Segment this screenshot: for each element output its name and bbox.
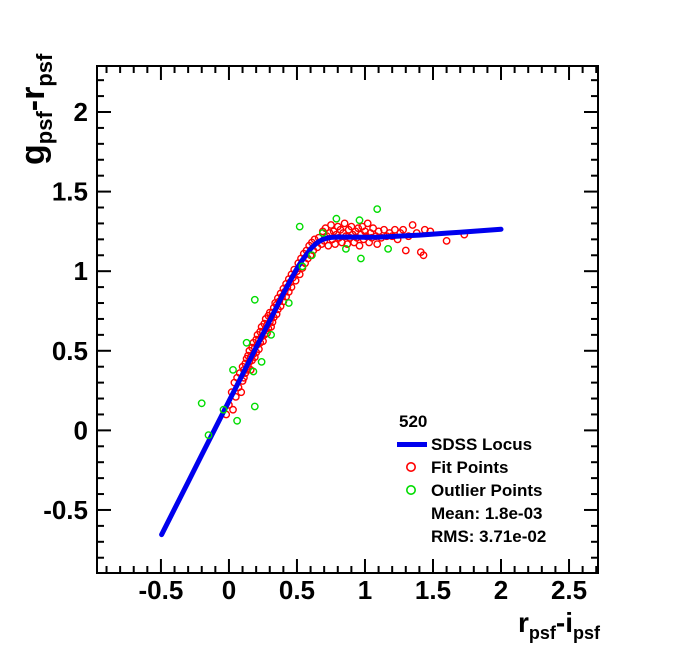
outlier-point bbox=[233, 416, 242, 425]
outlier-point bbox=[295, 222, 304, 231]
axis-ticks-group bbox=[97, 66, 598, 573]
fit-point bbox=[229, 405, 237, 414]
x-tick-label: 2.5 bbox=[551, 575, 587, 605]
outlier-point bbox=[318, 229, 327, 237]
fit-point bbox=[355, 241, 364, 250]
locus-curve-group bbox=[159, 226, 504, 538]
y-tick-label: 0.5 bbox=[52, 336, 88, 366]
fit-point bbox=[399, 225, 407, 234]
outlier-point bbox=[219, 405, 228, 414]
axis-tick-labels-group: -0.5 0 0.5 1 1.5 2 2.5 -0.5 0 0.5 1 1.5 2 bbox=[43, 97, 587, 605]
fit-point bbox=[354, 224, 363, 233]
outlier-point bbox=[204, 431, 213, 439]
fit-points-group bbox=[222, 219, 469, 419]
y-tick-label: 2 bbox=[74, 97, 88, 127]
outlier-point bbox=[384, 244, 392, 253]
x-tick-label: 0.5 bbox=[279, 575, 315, 605]
legend-locus-label: SDSS Locus bbox=[431, 435, 532, 454]
fit-point bbox=[331, 240, 339, 249]
fit-point bbox=[373, 240, 382, 249]
outlier-points-group bbox=[197, 205, 392, 439]
fit-point bbox=[343, 240, 352, 249]
x-tick-label: 2 bbox=[494, 575, 508, 605]
outlier-point bbox=[355, 216, 364, 225]
fit-point bbox=[347, 222, 356, 231]
y-tick-label: 1 bbox=[74, 256, 88, 286]
x-tick-label: -0.5 bbox=[139, 575, 184, 605]
x-tick-label: 1 bbox=[358, 575, 372, 605]
fit-point bbox=[408, 221, 417, 229]
legend-fit-label: Fit Points bbox=[431, 458, 508, 477]
y-axis-title: gpsf-rpsf bbox=[14, 53, 57, 165]
fit-point bbox=[237, 388, 246, 397]
legend-stat-mean: Mean: 1.8e-03 bbox=[431, 504, 543, 523]
fit-point bbox=[324, 241, 333, 250]
outlier-point bbox=[242, 338, 251, 347]
fit-point bbox=[380, 225, 388, 234]
x-tick-label: 1.5 bbox=[415, 575, 451, 605]
legend-header: 520 bbox=[399, 412, 427, 431]
legend: 520 SDSS Locus Fit Points Outlier Points… bbox=[397, 412, 546, 546]
outlier-point bbox=[229, 365, 237, 374]
outlier-point bbox=[332, 214, 341, 223]
outlier-point bbox=[249, 367, 258, 376]
locus-curve bbox=[159, 226, 504, 538]
outlier-point bbox=[298, 262, 307, 271]
fit-point bbox=[442, 236, 451, 245]
outlier-point bbox=[257, 357, 266, 366]
outlier-point bbox=[250, 402, 259, 411]
fit-point bbox=[327, 221, 335, 229]
x-axis-title: rpsf-ipsf bbox=[518, 607, 601, 643]
outlier-point bbox=[197, 399, 206, 408]
fit-point bbox=[363, 219, 372, 228]
fit-point bbox=[340, 219, 349, 228]
outlier-point bbox=[284, 299, 293, 307]
fit-point bbox=[419, 251, 428, 260]
outlier-point bbox=[267, 330, 275, 339]
outlier-point bbox=[356, 254, 365, 263]
fit-point bbox=[401, 246, 410, 255]
y-tick-label: -0.5 bbox=[43, 495, 88, 525]
outlier-point bbox=[307, 251, 316, 260]
legend-outlier-label: Outlier Points bbox=[431, 481, 542, 500]
y-tick-label: 1.5 bbox=[52, 177, 88, 207]
fit-point bbox=[369, 224, 377, 233]
outlier-point bbox=[250, 295, 259, 304]
outlier-point bbox=[341, 244, 350, 253]
outlier-point bbox=[373, 205, 382, 214]
legend-fit-marker-icon bbox=[405, 461, 416, 472]
legend-outlier-marker-icon bbox=[405, 484, 416, 495]
legend-stat-rms: RMS: 3.71e-02 bbox=[431, 527, 546, 546]
x-tick-label: 0 bbox=[222, 575, 236, 605]
y-tick-label: 0 bbox=[74, 415, 88, 445]
